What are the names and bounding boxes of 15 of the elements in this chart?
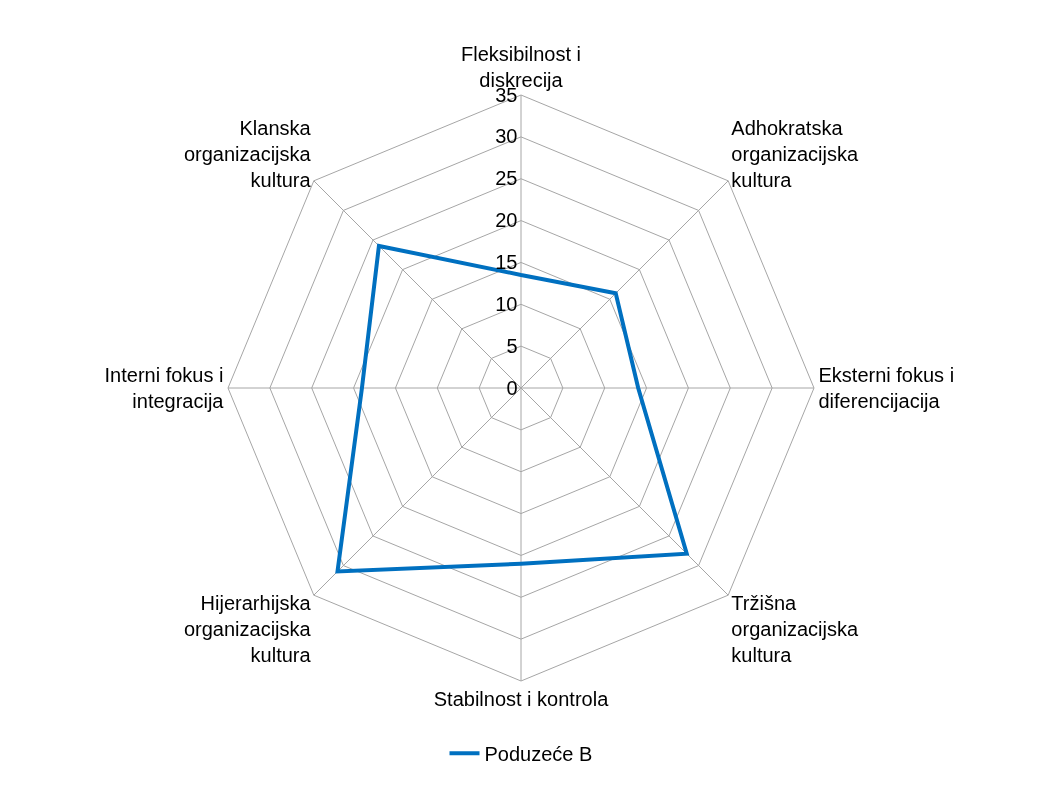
spoke-label: Adhokratska organizacijska kultura <box>731 117 859 192</box>
legend-label: Poduzeće B <box>484 743 593 766</box>
y-tick-label: 15 <box>495 250 518 273</box>
spoke-label: Interni fokus i integracija <box>104 364 225 412</box>
spoke-label: Eksterni fokus i diferencijacija <box>818 364 955 412</box>
spoke-label: Hijerarhijska organizacijska kultura <box>183 591 312 666</box>
spoke-label: Tržišna organizacijska kultura <box>731 591 859 666</box>
spoke-label: Klanska organizacijska kultura <box>183 117 312 192</box>
y-tick-label: 5 <box>506 334 518 357</box>
y-tick-label: 10 <box>495 292 518 315</box>
y-tick-label: 0 <box>506 376 518 399</box>
y-tick-label: 20 <box>495 209 518 232</box>
spoke-label: Stabilnost i kontrola <box>433 687 610 710</box>
y-tick-label: 25 <box>495 167 518 190</box>
y-tick-label: 30 <box>495 125 518 148</box>
